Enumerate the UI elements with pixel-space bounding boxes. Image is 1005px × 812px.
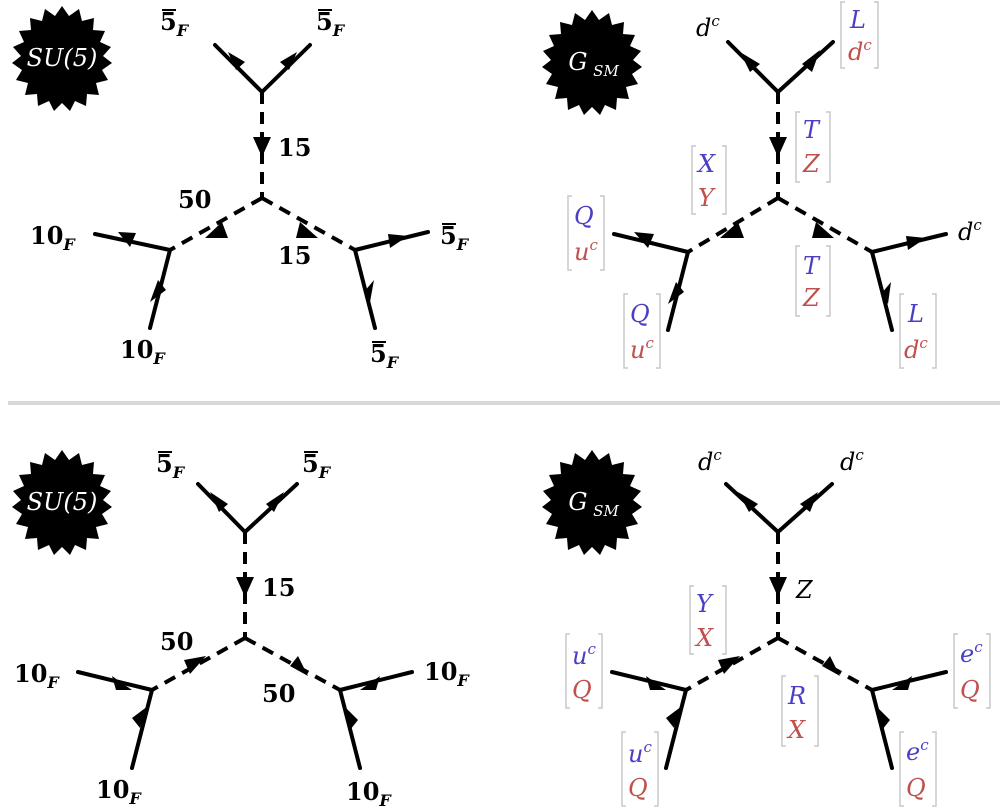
su5-badge: SU(5) [12,6,112,111]
svg-text:Z: Z [802,150,821,178]
label-stack: L dc [840,1,879,69]
svg-text:uc: uc [628,738,652,768]
svg-text:Q: Q [628,774,648,802]
label-stack: R X [781,675,819,747]
label-15: 15 [278,133,311,162]
label-d-c: dc [840,446,864,476]
bottom-right-diagram: G SM dc dc Z Y X R X uc Q [542,446,991,807]
svg-text:SU(5): SU(5) [27,488,98,516]
label-10-F: 10F [120,335,166,368]
label-5bar-F: 5F [156,449,186,482]
svg-text:R: R [787,682,806,710]
label-d-c: dc [958,216,982,246]
svg-text:uc: uc [574,236,598,266]
su5-badge: SU(5) [12,450,112,555]
label-15: 15 [278,241,311,270]
label-stack: ec Q [899,731,937,807]
svg-text:X: X [696,150,716,178]
svg-text:Q: Q [906,774,926,802]
label-10-F: 10F [346,777,392,810]
svg-text:T: T [803,252,821,280]
label-stack: uc Q [621,731,659,807]
svg-text:L: L [849,6,866,34]
label-5bar-F: 5F [160,7,190,40]
label-50: 50 [160,627,193,656]
label-d-c: dc [698,446,722,476]
label-Z: Z [795,576,814,604]
svg-text:SU(5): SU(5) [27,44,98,72]
svg-text:Y: Y [698,184,716,212]
svg-text:Q: Q [630,300,650,328]
svg-text:dc: dc [904,334,928,364]
label-stack: ec Q [953,633,991,709]
label-10-F: 10F [96,775,142,808]
label-5bar-F: 5F [316,7,346,40]
label-stack: Q uc [567,195,605,271]
label-15: 15 [262,573,295,602]
svg-text:X: X [694,624,714,652]
svg-text:Y: Y [696,590,714,618]
svg-text:dc: dc [848,36,872,66]
svg-text:Q: Q [574,202,594,230]
label-d-c: dc [696,12,720,42]
label-stack: T Z [795,111,831,183]
svg-text:G: G [568,48,587,76]
svg-text:ec: ec [960,638,983,668]
label-stack: uc Q [565,633,603,709]
svg-text:G: G [568,488,587,516]
svg-text:SM: SM [593,502,619,520]
label-5bar-F: 5F [370,339,400,372]
top-right-diagram: G SM dc L dc T Z X Y T Z [542,1,982,369]
label-stack: X Y [691,145,727,215]
gsm-badge: G SM [542,10,642,115]
label-10-F: 10F [30,221,76,254]
label-50: 50 [262,679,295,708]
svg-text:ec: ec [906,736,929,766]
label-5bar-F: 5F [440,221,470,254]
gsm-badge: G SM [542,450,642,555]
top-left-diagram: SU(5) 5F 5F 15 50 15 10F 10F 5F [12,6,470,372]
label-5bar-F: 5F [302,449,332,482]
label-10-F: 10F [14,659,60,692]
label-stack: Y X [689,585,727,655]
label-stack: T Z [795,245,831,317]
svg-text:uc: uc [630,334,654,364]
svg-text:SM: SM [593,62,619,80]
svg-text:Q: Q [572,676,592,704]
svg-text:X: X [786,716,806,744]
label-10-F: 10F [424,657,470,690]
svg-text:Z: Z [802,284,821,312]
label-stack: L dc [899,293,937,369]
label-50: 50 [178,185,211,214]
bottom-left-diagram: SU(5) 5F 5F 15 50 50 10F 10F 10F 10F [12,449,470,810]
svg-text:uc: uc [572,640,596,670]
svg-text:T: T [803,116,821,144]
svg-text:Q: Q [960,676,980,704]
label-stack: Q uc [623,293,661,369]
svg-text:L: L [907,300,924,328]
